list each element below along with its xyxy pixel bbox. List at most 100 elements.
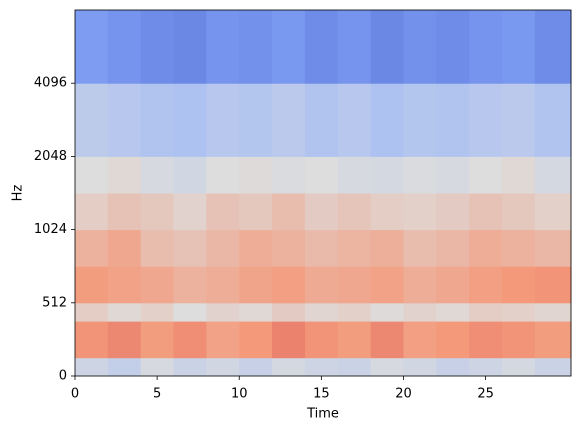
heatmap-cell (534, 321, 572, 359)
y-tick-label: 4096 (34, 76, 67, 91)
heatmap-cell (502, 357, 536, 377)
heatmap-cell (107, 193, 142, 231)
heatmap-cell (304, 321, 339, 359)
x-tick-label: 10 (231, 387, 248, 402)
heatmap-cell (337, 321, 372, 359)
heatmap-cell (436, 10, 470, 84)
heatmap-cell (469, 193, 503, 231)
heatmap-cell (370, 266, 404, 304)
heatmap-cell (469, 10, 503, 84)
x-tick-label: 5 (153, 387, 161, 402)
heatmap-cell (239, 321, 273, 359)
heatmap-cell (140, 10, 175, 84)
heatmap-cell (75, 10, 109, 84)
heatmap-cell (337, 266, 372, 304)
heatmap-cell (140, 357, 175, 377)
y-axis-label: Hz (11, 185, 26, 202)
heatmap-cell (304, 302, 339, 322)
x-tick-label: 0 (71, 387, 79, 402)
heatmap-cell (272, 357, 306, 377)
heatmap-cell (337, 156, 372, 194)
heatmap-cell (206, 321, 240, 359)
heatmap-cell (370, 156, 404, 194)
heatmap-cell (436, 266, 470, 304)
heatmap-cell (370, 357, 404, 377)
heatmap-cell (534, 266, 572, 304)
heatmap-cell (140, 83, 175, 157)
heatmap-cell (75, 193, 109, 231)
heatmap-cell (75, 83, 109, 157)
heatmap-cell (403, 10, 437, 84)
heatmap-cell (206, 357, 240, 377)
heatmap-cell (75, 357, 109, 377)
heatmap-cell (502, 83, 536, 157)
heatmap-cell (436, 302, 470, 322)
heatmap-cell (206, 193, 240, 231)
heatmap-cell (173, 229, 207, 267)
heatmap-cell (272, 229, 306, 267)
heatmap-cell (140, 193, 175, 231)
heatmap-cell (272, 266, 306, 304)
heatmap-cell (107, 156, 142, 194)
y-tick-label: 0 (59, 369, 67, 384)
heatmap-cell (469, 229, 503, 267)
heatmap-cell (502, 229, 536, 267)
heatmap-cell (272, 321, 306, 359)
heatmap-cell (239, 83, 273, 157)
heatmap-cell (469, 357, 503, 377)
heatmap-cell (140, 156, 175, 194)
heatmap-cell (337, 229, 372, 267)
heatmap-cell (173, 156, 207, 194)
heatmap-cell (403, 357, 437, 377)
heatmap-cell (534, 193, 572, 231)
heatmap-cell (173, 10, 207, 84)
heatmap-cell (206, 266, 240, 304)
heatmap-cell (239, 302, 273, 322)
heatmap-cell (534, 83, 572, 157)
heatmap-cell (502, 302, 536, 322)
heatmap-cell (337, 10, 372, 84)
heatmap-cell (239, 357, 273, 377)
heatmap-cell (75, 229, 109, 267)
heatmap-cell (206, 83, 240, 157)
heatmap-cell (173, 193, 207, 231)
heatmap-cell (304, 357, 339, 377)
heatmap-cell (436, 321, 470, 359)
heatmap-cell (75, 156, 109, 194)
heatmap-cell (403, 302, 437, 322)
heatmap-cell (436, 83, 470, 157)
heatmap-cell (173, 302, 207, 322)
heatmap-cell (370, 321, 404, 359)
heatmap-cell (107, 229, 142, 267)
heatmap-cell (436, 357, 470, 377)
heatmap (75, 10, 572, 377)
heatmap-cell (75, 302, 109, 322)
heatmap-cell (403, 156, 437, 194)
heatmap-cell (239, 266, 273, 304)
heatmap-cell (337, 83, 372, 157)
heatmap-cell (403, 321, 437, 359)
heatmap-cell (502, 193, 536, 231)
heatmap-cell (239, 156, 273, 194)
heatmap-cell (534, 156, 572, 194)
heatmap-cell (370, 10, 404, 84)
heatmap-cell (469, 266, 503, 304)
heatmap-cell (140, 321, 175, 359)
heatmap-cell (173, 321, 207, 359)
heatmap-cell (304, 10, 339, 84)
heatmap-cell (75, 321, 109, 359)
heatmap-cell (140, 266, 175, 304)
heatmap-cell (502, 10, 536, 84)
y-tick-label: 2048 (34, 149, 67, 164)
heatmap-cell (469, 83, 503, 157)
heatmap-cell (206, 10, 240, 84)
plot-frame (74, 9, 572, 377)
x-axis-label: Time (306, 407, 339, 422)
heatmap-cell (469, 302, 503, 322)
heatmap-cell (469, 321, 503, 359)
x-tick-label: 15 (313, 387, 330, 402)
heatmap-cell (107, 302, 142, 322)
heatmap-cell (469, 156, 503, 194)
heatmap-cell (107, 83, 142, 157)
heatmap-cell (403, 83, 437, 157)
